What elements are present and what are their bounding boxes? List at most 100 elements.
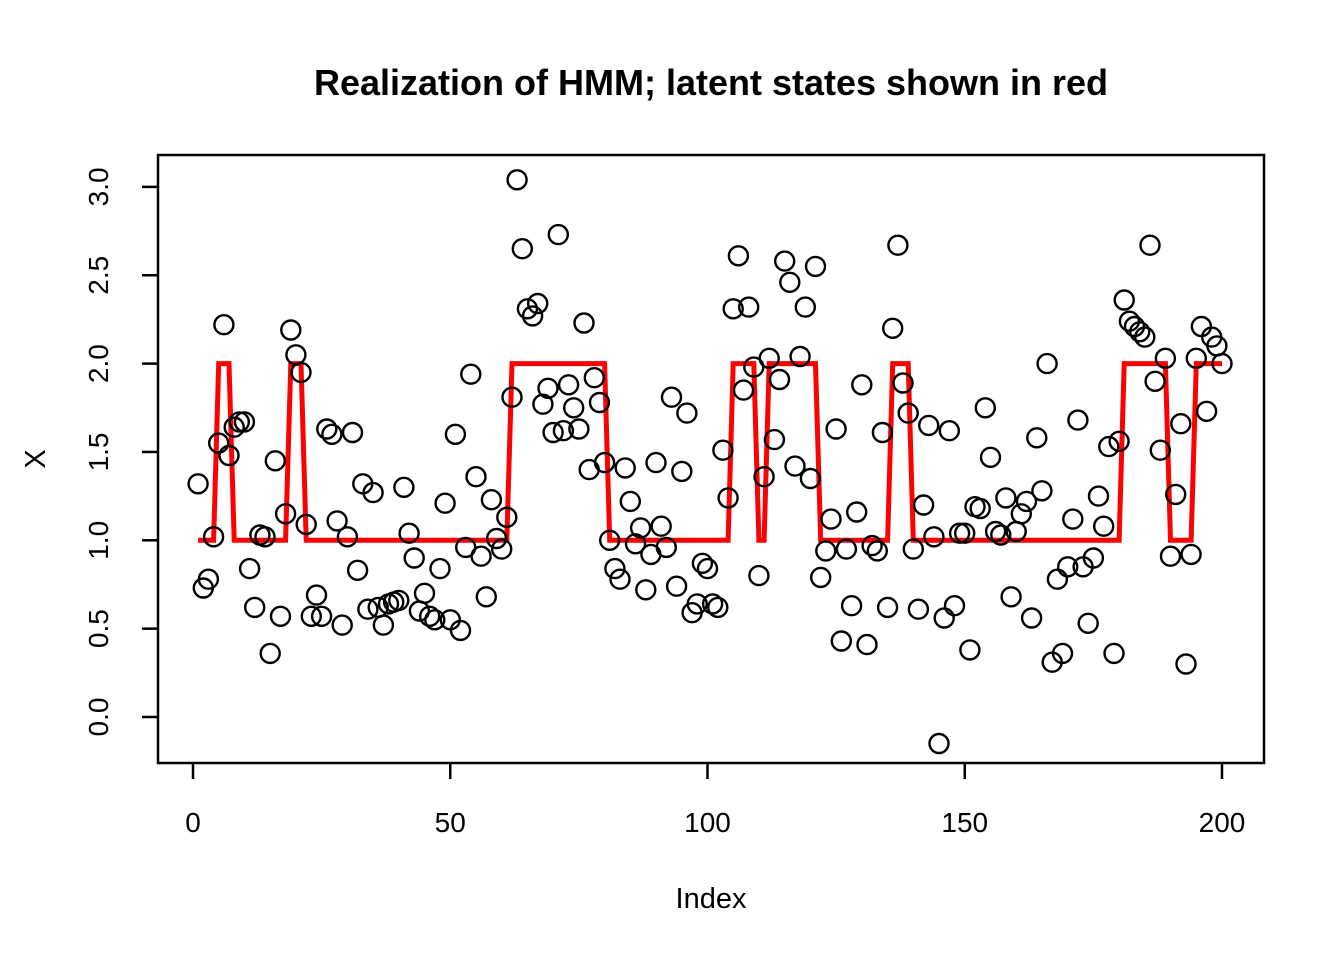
data-point [593,451,616,474]
y-tick-label: 1.5 [83,432,114,471]
data-point [871,421,894,444]
data-point [892,372,914,394]
y-tick-label: 0.0 [83,698,114,737]
y-axis-label: X [20,449,52,468]
data-point [460,363,482,385]
data-point [346,559,369,581]
data-point [588,391,611,414]
data-point [393,476,415,498]
data-point [1180,543,1202,566]
data-point [933,607,955,629]
data-point [918,414,940,437]
data-point [449,619,472,642]
data-point [1082,547,1105,569]
data-point [984,520,1007,543]
data-point [568,418,590,440]
data-point [861,534,883,557]
data-point [1036,352,1058,375]
data-point [223,416,245,438]
data-point [527,292,549,315]
data-point [1149,439,1172,461]
data-point [583,367,605,389]
y-axis-ticks: 0.0 0.5 1.0 1.5 2.0 2.5 3.0 [83,167,158,736]
data-point [444,423,467,445]
data-point [300,605,322,627]
y-tick-label: 3.0 [83,167,114,206]
data-point [1015,490,1038,513]
data-point [912,494,935,516]
data-point [1113,289,1135,311]
data-point [840,595,863,617]
latent-state-line-group [198,361,1222,543]
x-tick-label: 200 [1199,807,1246,838]
data-point [1020,607,1043,629]
data-point [388,589,410,612]
data-point [763,428,786,451]
data-point [357,598,379,620]
data-point [799,467,822,490]
x-tick-label: 150 [941,807,988,838]
data-point [758,347,780,369]
data-point [815,540,837,562]
data-point [887,234,909,256]
data-point [341,421,364,444]
data-point [779,271,801,293]
data-point [465,466,487,488]
data-point [748,564,770,587]
data-point [1062,508,1084,530]
data-point [326,510,348,532]
data-point [717,487,739,509]
y-tick-label: 0.5 [83,609,114,648]
data-point [475,586,497,608]
data-point [429,557,451,580]
data-point [768,368,791,391]
data-point [609,568,631,590]
data-point [727,245,750,267]
data-point [290,361,312,384]
data-point [403,547,425,569]
data-point [1098,435,1120,458]
data-point [1195,400,1218,422]
data-point [1092,515,1115,537]
data-point [990,524,1012,546]
data-point [542,421,564,444]
data-point [254,526,276,548]
data-point [624,533,647,555]
data-point [1056,556,1079,578]
data-point [516,298,539,320]
data-point [501,386,523,408]
data-point [573,312,595,334]
data-point [846,501,868,523]
data-point [897,402,919,424]
data-point [948,522,971,544]
data-point [938,420,960,442]
data-point [207,432,230,454]
data-point [882,317,904,339]
data-point [280,319,302,341]
data-point [480,489,503,511]
data-point [269,605,292,627]
data-point [331,614,353,636]
data-point [722,298,744,320]
data-point [321,423,343,445]
data-point [470,545,492,567]
data-point [491,538,513,560]
x-axis-ticks: 0 50 100 150 200 [185,763,1245,838]
data-point [794,296,816,318]
data-point [362,481,384,504]
data-point [563,397,585,419]
data-point [532,393,554,415]
data-point [655,536,677,559]
data-point [1103,642,1125,665]
data-point [943,595,966,617]
data-point [1010,503,1032,525]
data-point [485,527,508,550]
data-point [413,582,436,604]
data-point [1211,352,1233,375]
data-point [1118,310,1141,332]
chart-title: Realization of HMM; latent states shown … [314,62,1108,103]
data-point [243,596,266,619]
data-point [1144,370,1166,392]
